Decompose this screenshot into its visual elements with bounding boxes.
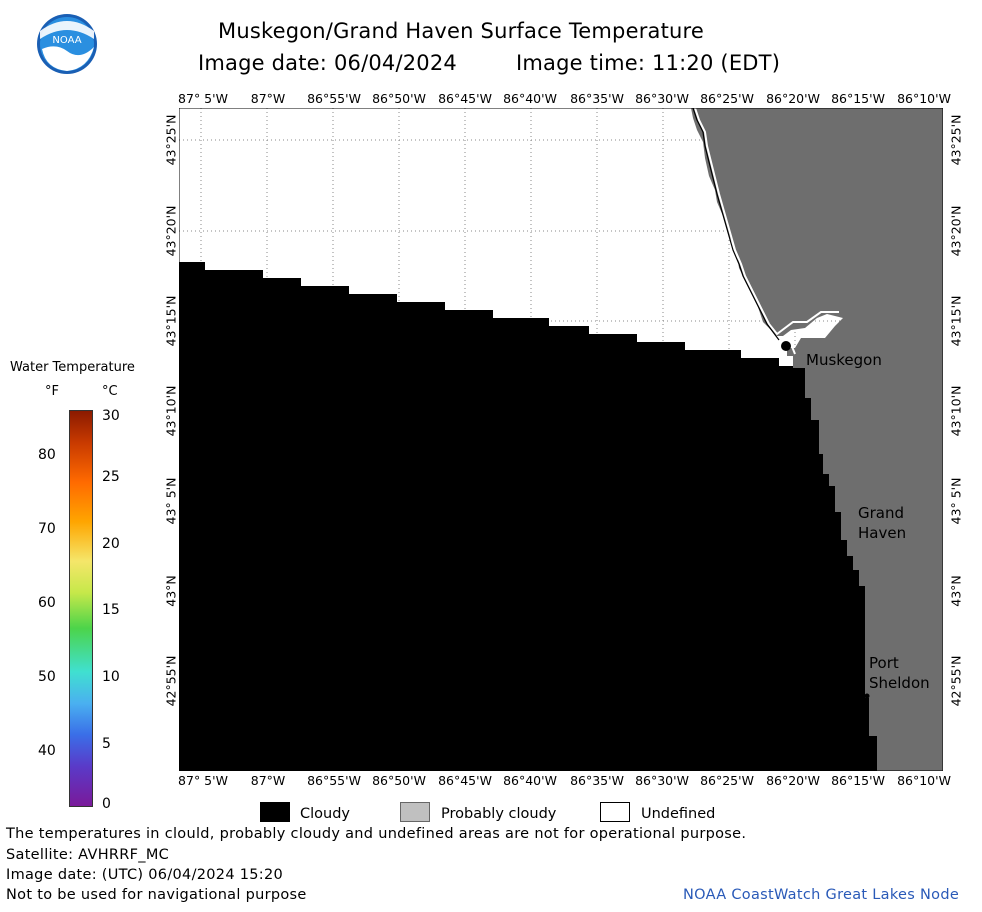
- legend-cloudy-label: Cloudy: [300, 806, 350, 822]
- lon-label-top-0: 87° 5'W: [178, 91, 228, 106]
- lon-label-bottom-1: 87°W: [250, 773, 286, 788]
- colorbar-c-tick-1: 25: [102, 469, 120, 485]
- footer-disclaimer: The temperatures in clould, probably clo…: [6, 826, 747, 842]
- page-title: Muskegon/Grand Haven Surface Temperature: [218, 19, 705, 43]
- cloudy-area: [179, 262, 877, 771]
- colorbar: [69, 410, 93, 807]
- lon-label-top-7: 86°30'W: [635, 91, 689, 106]
- colorbar-c-tick-5: 5: [102, 736, 111, 752]
- map: [179, 108, 943, 771]
- lat-label-right-4: 43° 5'N: [948, 477, 964, 525]
- legend-undefined-swatch: [600, 802, 630, 822]
- colorbar-unit-c: °C: [102, 384, 118, 399]
- lon-label-top-5: 86°40'W: [503, 91, 557, 106]
- port-sheldon-marker: [864, 693, 870, 699]
- noaa-logo: NOAA: [36, 13, 98, 75]
- colorbar-f-tick-4: 40: [38, 743, 56, 759]
- colorbar-c-tick-6: 0: [102, 796, 111, 812]
- lat-label-right-5: 43°N: [948, 575, 964, 607]
- lat-label-left-5: 43°N: [163, 575, 179, 607]
- label-grand-haven-2: Haven: [858, 524, 907, 542]
- lon-label-bottom-2: 86°55'W: [307, 773, 361, 788]
- lon-label-top-6: 86°35'W: [570, 91, 624, 106]
- legend-cloudy-swatch: [260, 802, 290, 822]
- lon-label-bottom-0: 87° 5'W: [178, 773, 228, 788]
- footer-satellite: Satellite: AVHRRF_MC: [6, 847, 170, 863]
- svg-text:NOAA: NOAA: [52, 35, 81, 46]
- label-port-sheldon-2: Sheldon: [869, 674, 930, 692]
- land-area: [691, 108, 943, 771]
- colorbar-f-tick-2: 60: [38, 595, 56, 611]
- lon-label-bottom-3: 86°50'W: [372, 773, 426, 788]
- label-grand-haven-1: Grand: [858, 504, 905, 522]
- lat-label-left-2: 43°15'N: [163, 295, 179, 347]
- colorbar-title: Water Temperature: [10, 360, 135, 375]
- colorbar-f-tick-0: 80: [38, 447, 56, 463]
- lon-label-bottom-7: 86°30'W: [635, 773, 689, 788]
- lat-label-left-1: 43°20'N: [163, 205, 179, 257]
- footer-utc-date: Image date: (UTC) 06/04/2024 15:20: [6, 867, 284, 883]
- lon-label-bottom-5: 86°40'W: [503, 773, 557, 788]
- lon-label-bottom-6: 86°35'W: [570, 773, 624, 788]
- lon-label-bottom-9: 86°20'W: [766, 773, 820, 788]
- lon-label-top-9: 86°20'W: [766, 91, 820, 106]
- colorbar-c-tick-0: 30: [102, 408, 120, 424]
- lat-label-left-4: 43° 5'N: [163, 477, 179, 525]
- lat-label-left-0: 43°25'N: [163, 114, 179, 166]
- label-muskegon: Muskegon: [806, 351, 882, 369]
- lon-label-top-10: 86°15'W: [831, 91, 885, 106]
- colorbar-f-tick-3: 50: [38, 669, 56, 685]
- lon-label-top-4: 86°45'W: [438, 91, 492, 106]
- lat-label-right-3: 43°10'N: [948, 385, 964, 437]
- footer-nav-warning: Not to be used for navigational purpose: [6, 887, 307, 903]
- legend-probably-cloudy-label: Probably cloudy: [441, 806, 557, 822]
- lat-label-right-2: 43°15'N: [948, 295, 964, 347]
- lon-label-bottom-4: 86°45'W: [438, 773, 492, 788]
- colorbar-f-tick-1: 70: [38, 521, 56, 537]
- lat-label-right-6: 42°55'N: [948, 655, 964, 707]
- image-date: Image date: 06/04/2024: [198, 51, 457, 75]
- lon-label-top-11: 86°10'W: [897, 91, 951, 106]
- colorbar-unit-f: °F: [45, 384, 59, 399]
- image-time: Image time: 11:20 (EDT): [516, 51, 781, 75]
- lon-label-top-8: 86°25'W: [700, 91, 754, 106]
- lat-label-right-1: 43°20'N: [948, 205, 964, 257]
- colorbar-c-tick-4: 10: [102, 669, 120, 685]
- colorbar-c-tick-2: 20: [102, 536, 120, 552]
- colorbar-c-tick-3: 15: [102, 602, 120, 618]
- lon-label-bottom-11: 86°10'W: [897, 773, 951, 788]
- lon-label-bottom-10: 86°15'W: [831, 773, 885, 788]
- lon-label-top-3: 86°50'W: [372, 91, 426, 106]
- muskegon-marker: [781, 341, 791, 351]
- legend-probably-cloudy-swatch: [400, 802, 430, 822]
- footer-credit: NOAA CoastWatch Great Lakes Node: [683, 887, 960, 903]
- lat-label-left-3: 43°10'N: [163, 385, 179, 437]
- lon-label-bottom-8: 86°25'W: [700, 773, 754, 788]
- lon-label-top-2: 86°55'W: [307, 91, 361, 106]
- lat-label-right-0: 43°25'N: [948, 114, 964, 166]
- shoreline: [694, 108, 839, 355]
- shoreline-dark: [692, 108, 780, 341]
- lon-label-top-1: 87°W: [250, 91, 286, 106]
- lat-label-left-6: 42°55'N: [163, 655, 179, 707]
- label-port-sheldon-1: Port: [869, 654, 899, 672]
- legend-undefined-label: Undefined: [641, 806, 716, 822]
- noaa-logo-icon: NOAA: [37, 14, 97, 74]
